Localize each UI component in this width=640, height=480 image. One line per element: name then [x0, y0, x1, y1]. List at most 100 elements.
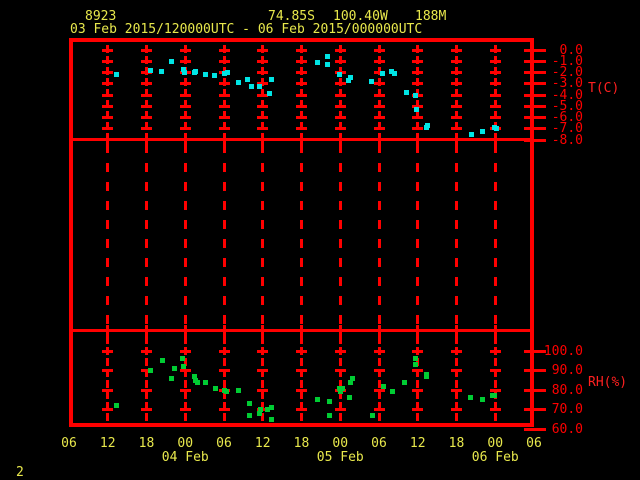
gridline — [183, 144, 187, 326]
grid-cross-tick — [141, 388, 152, 392]
grid-cross-tick — [257, 104, 269, 108]
grid-cross-tick — [102, 408, 114, 411]
gridline — [338, 45, 342, 136]
divider-tick — [261, 134, 265, 145]
relative_humidity-point — [191, 373, 197, 379]
divider-tick — [300, 134, 303, 145]
divider-tick — [493, 325, 497, 336]
grid-cross-tick — [489, 388, 501, 392]
grid-cross-tick — [334, 82, 346, 86]
gridline — [455, 336, 458, 422]
grid-cross-tick — [412, 71, 424, 74]
temperature-point — [403, 90, 409, 96]
temperature-point — [267, 91, 273, 97]
gridline — [493, 144, 497, 326]
grid-cross-tick — [334, 116, 346, 119]
x-axis-date-label: 04 Feb — [161, 450, 209, 465]
relative_humidity-point — [159, 358, 165, 364]
temperature-point — [325, 54, 331, 60]
grid-cross-tick — [412, 104, 424, 108]
divider-tick — [183, 325, 187, 336]
gridline — [377, 144, 381, 326]
grid-cross-tick — [218, 59, 230, 63]
gridline — [261, 45, 265, 136]
x-axis-tick-label: 00 — [332, 436, 349, 451]
humidity-axis-tick — [524, 388, 546, 392]
temperature-point — [480, 128, 486, 134]
gridline — [338, 144, 342, 326]
gridline — [222, 45, 226, 136]
temperature-point — [221, 71, 227, 77]
gridline — [300, 336, 303, 422]
relative_humidity-point — [195, 379, 201, 385]
relative_humidity-point — [424, 373, 430, 379]
temperature-point — [180, 66, 186, 72]
temperature-point — [468, 131, 474, 137]
temperature-point — [494, 126, 500, 132]
grid-cross-tick — [179, 48, 191, 52]
relative_humidity-point — [326, 399, 332, 405]
temperature-point — [369, 79, 375, 84]
gridline — [300, 144, 303, 326]
humidity-axis-tick — [524, 408, 546, 411]
gridline — [377, 336, 381, 422]
relative_humidity-point — [468, 395, 474, 401]
humidity-tick-label: 100.0 — [543, 343, 583, 359]
grid-cross-tick — [451, 48, 462, 52]
gridline — [145, 336, 148, 422]
relative_humidity-point — [236, 387, 242, 393]
gridline — [338, 336, 342, 422]
grid-cross-tick — [334, 349, 346, 353]
x-axis-tick-label: 12 — [99, 436, 116, 451]
gridline — [261, 336, 265, 422]
grid-cross-tick — [218, 349, 230, 353]
temperature-axis-tick — [524, 48, 546, 52]
grid-cross-tick — [412, 59, 424, 63]
temperature-axis-tick — [524, 59, 546, 63]
grid-cross-tick — [373, 127, 385, 131]
grid-cross-tick — [489, 59, 501, 63]
temperature-point — [245, 76, 251, 82]
grid-cross-tick — [451, 127, 462, 131]
grid-cross-tick — [102, 59, 114, 63]
gridline — [222, 144, 226, 326]
temperature-point — [212, 73, 218, 79]
grid-cross-tick — [102, 116, 114, 119]
relative_humidity-point — [413, 362, 419, 368]
grid-cross-tick — [296, 349, 307, 353]
divider-tick — [145, 325, 148, 336]
grid-cross-tick — [141, 59, 152, 63]
gridline — [145, 45, 148, 136]
grid-cross-tick — [102, 127, 114, 131]
divider-tick — [106, 325, 110, 336]
grid-cross-tick — [373, 59, 385, 63]
gridline — [493, 45, 497, 136]
grid-cross-tick — [257, 82, 269, 86]
grid-cross-tick — [257, 93, 269, 97]
divider-tick — [455, 134, 458, 145]
temperature-tick-label: -8.0 — [551, 132, 583, 148]
grid-cross-tick — [296, 82, 307, 86]
relative_humidity-point — [350, 375, 356, 381]
gridline — [183, 45, 187, 136]
temperature-point — [325, 62, 331, 68]
relative_humidity-point — [247, 401, 253, 407]
humidity-axis-title: RH(%) — [588, 375, 628, 390]
grid-cross-tick — [179, 93, 191, 97]
grid-cross-tick — [412, 408, 424, 411]
grid-cross-tick — [141, 93, 152, 97]
grid-cross-tick — [218, 48, 230, 52]
relative_humidity-point — [258, 407, 264, 412]
grid-cross-tick — [102, 48, 114, 52]
grid-cross-tick — [296, 408, 307, 411]
station-latitude: 74.85S — [268, 9, 315, 24]
divider-tick — [416, 325, 420, 336]
relative_humidity-point — [113, 403, 119, 409]
x-axis-tick-label: 18 — [448, 436, 465, 451]
grid-cross-tick — [102, 104, 114, 108]
grid-cross-tick — [179, 369, 191, 372]
grid-cross-tick — [218, 93, 230, 97]
temperature-axis-tick — [524, 127, 546, 131]
temperature-point — [412, 92, 418, 98]
